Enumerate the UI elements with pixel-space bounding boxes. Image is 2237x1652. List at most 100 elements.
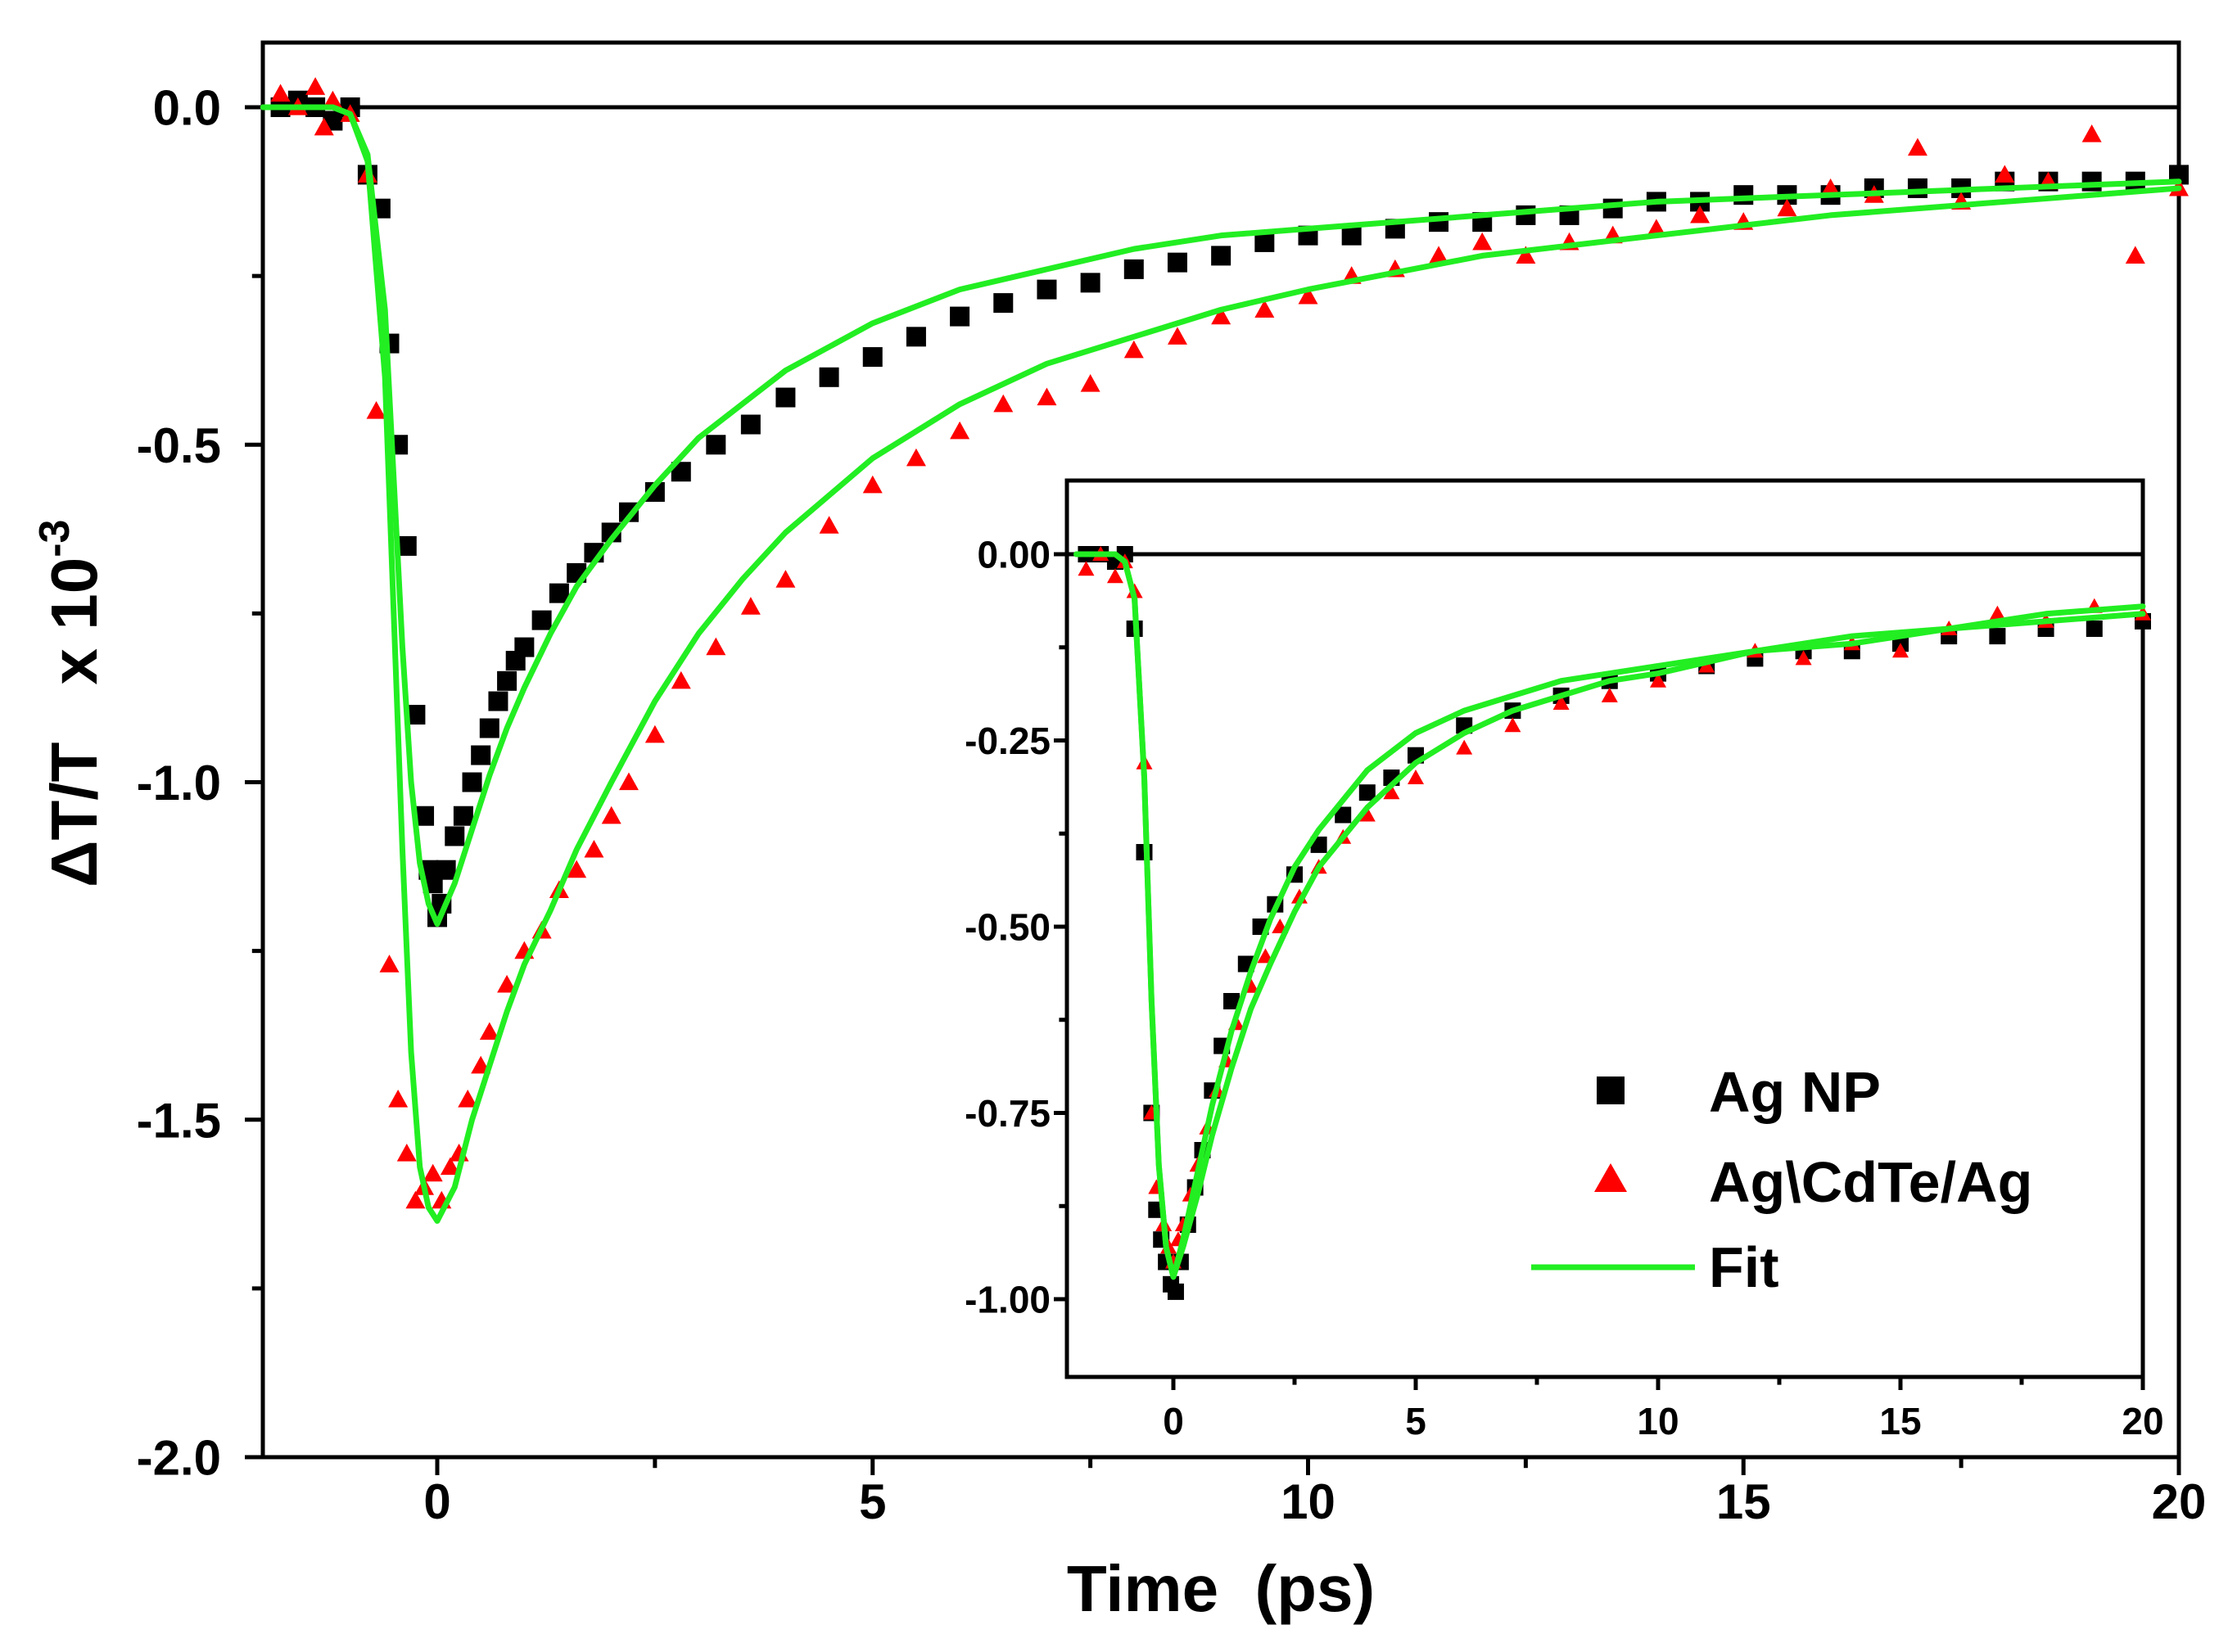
inset-y-ticks: 0.00 -0.25 -0.50 -0.75 -1.00 [965, 534, 1067, 1321]
main-point-ag-np [950, 306, 970, 327]
inset-x-tick-label-20: 20 [2122, 1400, 2163, 1442]
main-point-ag-np [488, 691, 508, 711]
main-point-ag-np [479, 718, 499, 738]
main-x-tick-label-20: 20 [2152, 1474, 2207, 1529]
main-x-ticks: 0 5 10 15 20 [423, 1457, 2206, 1529]
main-point-ag-np [1733, 185, 1754, 205]
legend-marker-ag-np [1597, 1077, 1625, 1104]
main-point-ag-cdte-ag [1429, 246, 1449, 264]
main-point-ag-cdte-ag [479, 1022, 499, 1040]
legend-marker-ag-cdte-ag [1594, 1163, 1627, 1192]
main-point-ag-cdte-ag [1472, 232, 1493, 251]
inset-point-ag-cdte-ag [1456, 739, 1473, 755]
main-point-ag-cdte-ag [366, 401, 386, 419]
inset-point-ag-np [1358, 784, 1376, 801]
main-point-ag-cdte-ag [423, 1163, 443, 1182]
main-point-ag-cdte-ag [567, 860, 587, 878]
main-y-tick-label: -0.5 [137, 418, 221, 473]
main-x-tick-label-5: 5 [859, 1474, 886, 1529]
inset-point-ag-np [1223, 993, 1241, 1009]
y-axis-title-main: ΔT/T [38, 742, 111, 887]
main-point-ag-cdte-ag [323, 90, 343, 109]
inset-point-ag-np [1335, 806, 1352, 824]
main-x-tick-label-0: 0 [423, 1474, 450, 1529]
inset-point-ag-cdte-ag [1552, 695, 1570, 710]
main-point-ag-cdte-ag [1777, 198, 1797, 217]
main-point-ag-cdte-ag [1123, 340, 1144, 359]
inset-y-tick-label: -0.50 [965, 906, 1051, 949]
legend-label-ag-cdte-ag: Ag\CdTe/Ag [1709, 1150, 2032, 1214]
main-point-ag-cdte-ag [2081, 124, 2102, 142]
inset-data-layer [1073, 546, 2151, 1300]
main-point-ag-np [453, 806, 473, 826]
inset-point-ag-cdte-ag [1892, 643, 1909, 658]
inset-x-tick-label-10: 10 [1637, 1400, 1679, 1442]
main-y-tick-label: -2.0 [137, 1431, 221, 1486]
main-point-ag-cdte-ag [458, 1090, 478, 1108]
main-point-ag-cdte-ag [270, 84, 291, 102]
main-point-ag-cdte-ag [379, 955, 400, 973]
inset-x-ticks: 0 5 10 15 20 [1163, 1377, 2164, 1442]
main-point-ag-np [1080, 273, 1100, 293]
inset-point-ag-np [2086, 621, 2103, 637]
main-point-ag-np [497, 670, 517, 691]
main-point-ag-cdte-ag [1516, 246, 1536, 264]
main-point-ag-cdte-ag [1254, 300, 1275, 318]
inset-y-tick-label: 0.00 [977, 534, 1051, 576]
inset-point-ag-cdte-ag [1989, 605, 2006, 621]
main-point-ag-cdte-ag [584, 839, 604, 858]
inset-point-ag-cdte-ag [1078, 561, 1095, 576]
main-fit-line [260, 104, 2182, 1224]
main-point-ag-cdte-ag [1690, 205, 1711, 223]
main-point-ag-cdte-ag [671, 670, 691, 689]
main-point-ag-cdte-ag [1995, 165, 2015, 183]
inset-point-ag-np [1167, 1283, 1184, 1300]
main-point-ag-cdte-ag [775, 570, 796, 588]
main-point-ag-np [462, 772, 482, 792]
inset-x-tick-label-5: 5 [1405, 1400, 1426, 1442]
y-axis-factor-exponent: -3 [31, 520, 79, 557]
inset-point-ag-cdte-ag [1601, 687, 1618, 702]
main-point-ag-cdte-ag [1820, 178, 1841, 196]
inset-point-ag-cdte-ag [1358, 806, 1376, 822]
inset-point-ag-cdte-ag [1106, 568, 1123, 584]
legend-label-fit: Fit [1709, 1235, 1779, 1299]
inset-fit-line [1073, 551, 2146, 1280]
main-point-ag-cdte-ag [1907, 138, 1927, 156]
inset-point-ag-cdte-ag [1504, 717, 1521, 733]
legend-label-ag-np: Ag NP [1709, 1060, 1881, 1124]
main-point-ag-cdte-ag [740, 597, 761, 615]
main-point-ag-np [993, 293, 1014, 314]
main-point-ag-cdte-ag [618, 772, 639, 791]
main-point-ag-cdte-ag [1037, 387, 1057, 406]
main-x-tick-label-10: 10 [1281, 1474, 1335, 1529]
main-point-ag-np [1037, 279, 1057, 300]
main-point-ag-np [1123, 259, 1144, 279]
main-point-ag-cdte-ag [497, 974, 517, 993]
main-point-ag-np [1254, 232, 1275, 252]
main-y-ticks: 0.0 -0.5 -1.0 -1.5 -2.0 [137, 81, 263, 1486]
main-point-ag-cdte-ag [906, 448, 926, 467]
inset-x-tick-label-15: 15 [1879, 1400, 1921, 1442]
main-fit-line [260, 104, 2182, 928]
inset-point-ag-cdte-ag [1408, 770, 1424, 784]
main-point-ag-np [471, 745, 491, 765]
main-point-ag-np [819, 367, 839, 387]
svg-text:ΔT/Tx 10-3: ΔT/T x 10-3 [10, 428, 111, 1012]
inset-point-ag-cdte-ag [1383, 784, 1400, 800]
main-point-ag-np [1211, 246, 1231, 266]
main-y-tick-label: -1.5 [137, 1093, 221, 1148]
main-point-ag-cdte-ag [405, 1190, 426, 1209]
inset-plot: 0 5 10 15 20 0.00 -0.25 -0.50 -0.75 -1.00 [965, 478, 2164, 1442]
main-point-ag-cdte-ag [1080, 374, 1100, 392]
main-point-ag-np [2081, 171, 2102, 192]
main-point-ag-np [1341, 225, 1362, 246]
main-point-ag-cdte-ag [440, 1157, 460, 1176]
main-point-ag-np [1907, 178, 1927, 198]
inset-y-tick-label: -0.25 [965, 720, 1051, 762]
main-point-ag-cdte-ag [862, 475, 883, 494]
main-point-ag-cdte-ag [993, 394, 1014, 413]
main-x-tick-label-15: 15 [1716, 1474, 1771, 1529]
main-y-tick-label: -1.0 [137, 756, 221, 810]
